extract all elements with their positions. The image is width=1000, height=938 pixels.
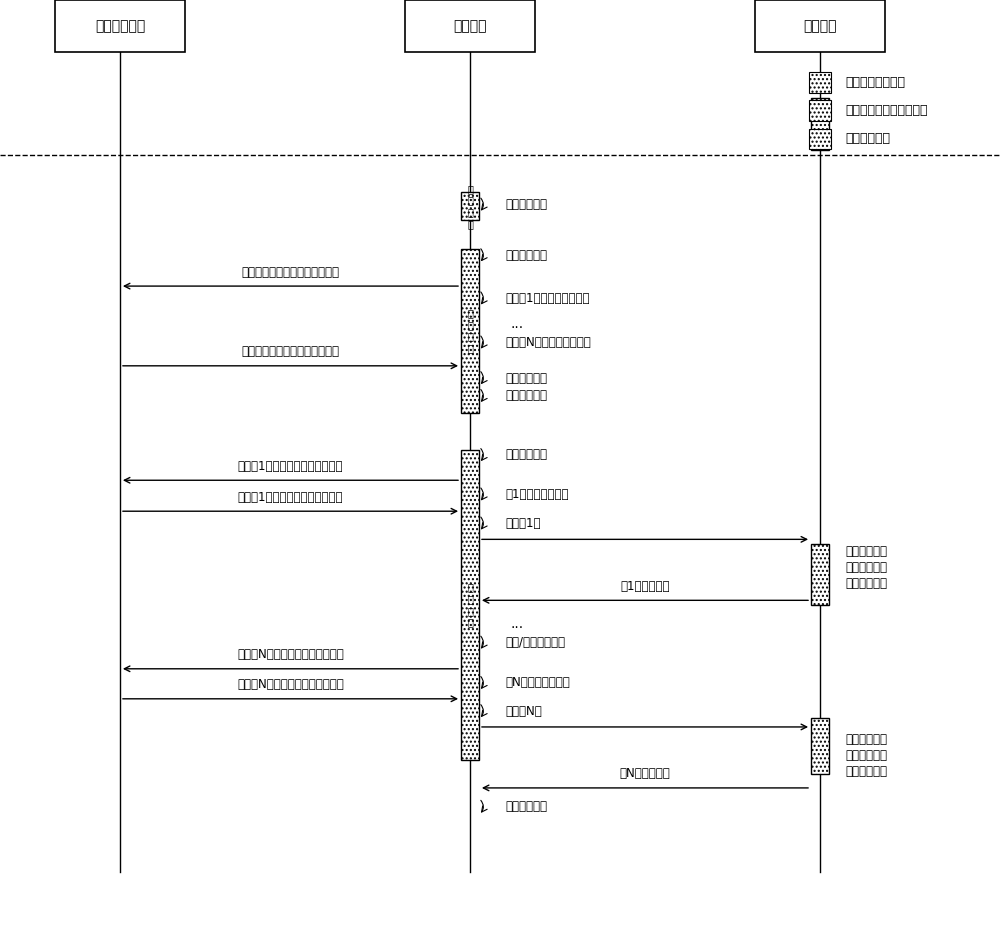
Text: 第N步内置防误校验: 第N步内置防误校验 bbox=[505, 676, 570, 689]
Text: 执行第N步操作项目防误校验成功: 执行第N步操作项目防误校验成功 bbox=[237, 678, 344, 691]
FancyBboxPatch shape bbox=[405, 0, 535, 52]
Text: 开始操作执行: 开始操作执行 bbox=[505, 448, 547, 461]
Text: 返回遥信变位: 返回遥信变位 bbox=[845, 764, 887, 778]
Text: 设置初始状态: 设置初始状态 bbox=[845, 132, 890, 145]
Text: 第N步执行成功: 第N步执行成功 bbox=[620, 767, 670, 780]
Text: 导入厂站顺控操作票文档: 导入厂站顺控操作票文档 bbox=[845, 104, 928, 117]
Text: 顺控主机: 顺控主机 bbox=[453, 19, 487, 33]
Text: 全部操作项目预演防误校验请求: 全部操作项目预演防误校验请求 bbox=[242, 265, 340, 279]
Text: 预演第N步，内置防误校验: 预演第N步，内置防误校验 bbox=[505, 336, 591, 349]
Bar bbox=[811, 544, 829, 605]
Text: 执行第N步操作项目防误校验请求: 执行第N步操作项目防误校验请求 bbox=[237, 648, 344, 661]
Text: 生成操作任务: 生成操作任务 bbox=[505, 198, 547, 211]
Bar bbox=[461, 450, 479, 760]
Text: 暂停/继续（可选）: 暂停/继续（可选） bbox=[505, 636, 565, 649]
Text: ...: ... bbox=[510, 317, 523, 330]
Text: 返回遥信变位: 返回遥信变位 bbox=[845, 577, 887, 590]
Text: 全部操作项目预演防误校验成功: 全部操作项目预演防误校验成功 bbox=[242, 345, 340, 358]
Text: 生
成
任
务: 生 成 任 务 bbox=[467, 184, 473, 229]
Text: 检查预演结果: 检查预演结果 bbox=[505, 389, 547, 402]
Bar bbox=[461, 249, 479, 413]
Text: 模拟预演结束: 模拟预演结束 bbox=[505, 371, 547, 385]
Text: 模拟遥控操作: 模拟遥控操作 bbox=[845, 749, 887, 762]
Text: 预演第1步，内置防误校验: 预演第1步，内置防误校验 bbox=[505, 292, 590, 305]
Bar bbox=[809, 72, 831, 93]
Text: 开始模拟预演: 开始模拟预演 bbox=[505, 249, 547, 262]
Bar bbox=[461, 192, 479, 220]
Text: 执行第1步: 执行第1步 bbox=[505, 517, 540, 530]
Text: 智能防误主机: 智能防误主机 bbox=[95, 19, 145, 33]
Bar bbox=[809, 129, 831, 149]
Text: 执行第1步操作项目防误校验成功: 执行第1步操作项目防误校验成功 bbox=[238, 491, 343, 504]
Bar bbox=[811, 98, 829, 150]
Text: 模
拟
预
演: 模 拟 预 演 bbox=[467, 309, 473, 353]
Text: 模拟遥控操作: 模拟遥控操作 bbox=[845, 561, 887, 574]
Text: 仿真系统: 仿真系统 bbox=[803, 19, 837, 33]
Text: 核对遥控指令: 核对遥控指令 bbox=[845, 733, 887, 746]
Text: 导入厂站装置信息: 导入厂站装置信息 bbox=[845, 76, 905, 89]
Text: 指
令
执
行: 指 令 执 行 bbox=[467, 582, 473, 628]
Bar bbox=[809, 100, 831, 121]
Bar bbox=[811, 718, 829, 774]
Text: 检查目标状态: 检查目标状态 bbox=[505, 800, 547, 813]
Text: 核对遥控指令: 核对遥控指令 bbox=[845, 545, 887, 558]
Text: 第1步执行成功: 第1步执行成功 bbox=[620, 580, 670, 593]
Text: ...: ... bbox=[510, 617, 523, 630]
Text: 执行第1步操作项目防误校验请求: 执行第1步操作项目防误校验请求 bbox=[238, 460, 343, 473]
FancyBboxPatch shape bbox=[55, 0, 185, 52]
Text: 执行第N步: 执行第N步 bbox=[505, 704, 542, 718]
Text: 第1步内置防误校验: 第1步内置防误校验 bbox=[505, 488, 568, 501]
FancyBboxPatch shape bbox=[755, 0, 885, 52]
